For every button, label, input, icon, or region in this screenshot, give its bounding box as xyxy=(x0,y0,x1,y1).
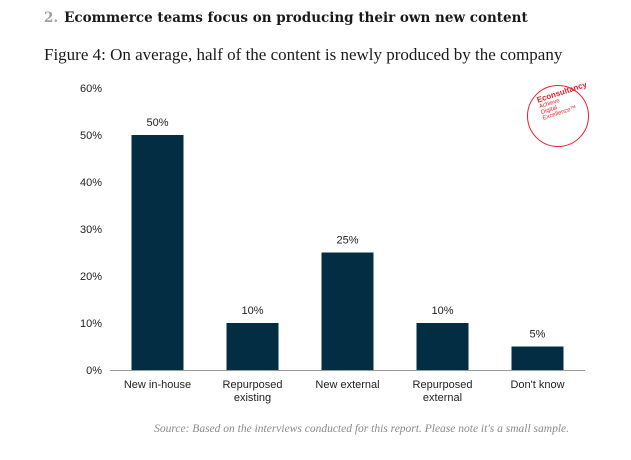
category-label: Repurposed external xyxy=(413,379,473,404)
section-number: 2. xyxy=(44,10,59,26)
y-tick-label: 10% xyxy=(80,318,102,330)
y-tick-label: 40% xyxy=(80,177,102,189)
econsultancy-logo: Econsultancy Achieve Digital Excellence™ xyxy=(527,80,589,147)
y-tick-label: 30% xyxy=(80,224,102,236)
data-label: 25% xyxy=(336,235,358,247)
y-axis: 0% 10% 20% 30% 40% 50% 60% xyxy=(80,83,102,377)
bars xyxy=(131,135,564,370)
category-label: Don't know xyxy=(510,379,564,391)
section-heading-text: Ecommerce teams focus on producing their… xyxy=(64,10,528,26)
figure-title: Figure 4: On average, half of the conten… xyxy=(44,45,563,64)
category-labels: New in-house Repurposed existing New extern… xyxy=(124,379,565,404)
data-labels: 50% 10% 25% 10% 5% xyxy=(146,117,545,341)
bar xyxy=(511,346,564,370)
data-label: 10% xyxy=(431,305,453,317)
data-label: 10% xyxy=(241,305,263,317)
data-label: 50% xyxy=(146,117,168,129)
bar xyxy=(416,323,469,370)
category-label: New external xyxy=(315,379,379,391)
category-label: New in-house xyxy=(124,379,191,391)
bar xyxy=(226,323,279,370)
y-tick-label: 0% xyxy=(86,365,102,377)
bar xyxy=(321,252,374,370)
bar xyxy=(131,135,184,370)
y-tick-label: 50% xyxy=(80,130,102,142)
data-label: 5% xyxy=(530,329,546,341)
source-note: Source: Based on the interviews conducte… xyxy=(154,423,569,435)
y-tick-label: 20% xyxy=(80,271,102,283)
logo-text: Econsultancy Achieve Digital Excellence™ xyxy=(536,80,594,122)
y-tick-label: 60% xyxy=(80,83,102,95)
category-label: Repurposed existing xyxy=(223,379,283,404)
section-heading: 2. Ecommerce teams focus on producing the… xyxy=(44,10,528,26)
